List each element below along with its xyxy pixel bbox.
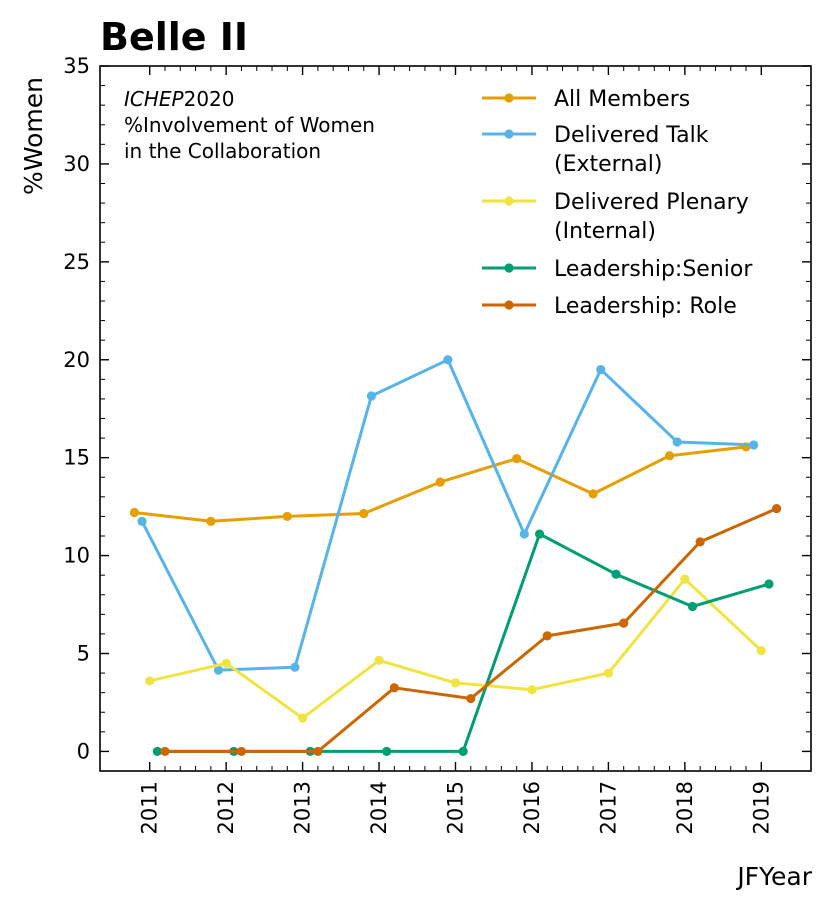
legend-marker xyxy=(504,263,514,273)
legend-label: Delivered Plenary xyxy=(554,190,749,215)
x-tick-label: 2013 xyxy=(291,781,315,834)
series-line xyxy=(140,358,754,672)
data-point xyxy=(527,685,537,695)
legend-item: Delivered Plenary (Internal) xyxy=(482,190,749,244)
legend-label: All Members xyxy=(554,87,690,112)
y-tick-label: 30 xyxy=(63,152,90,176)
data-point xyxy=(603,668,614,678)
data-point xyxy=(596,364,606,375)
legend-label: (External) xyxy=(554,152,662,177)
data-point xyxy=(664,451,675,461)
data-point xyxy=(756,645,766,656)
data-point xyxy=(588,489,598,499)
legend-marker xyxy=(504,300,514,310)
data-point xyxy=(771,503,782,514)
legend-label: Leadership: Role xyxy=(554,294,737,319)
data-point xyxy=(374,655,384,665)
data-point xyxy=(382,746,392,757)
data-point xyxy=(129,507,140,518)
x-tick-label: 2014 xyxy=(367,781,391,834)
chart-title: Belle II xyxy=(100,15,248,59)
series-2 xyxy=(145,574,766,723)
data-point xyxy=(542,631,552,641)
data-point xyxy=(687,601,698,612)
x-tick-label: 2012 xyxy=(214,781,238,834)
annotation-line3: in the Collaboration xyxy=(124,139,321,163)
y-tick-label: 0 xyxy=(77,739,90,763)
data-point xyxy=(466,693,476,704)
data-point xyxy=(137,516,147,526)
data-point xyxy=(145,676,155,686)
x-tick-label: 2011 xyxy=(138,781,162,834)
legend-item: All Members xyxy=(482,87,690,112)
series-1 xyxy=(137,355,759,675)
data-point xyxy=(206,516,216,526)
legend-marker xyxy=(504,129,514,139)
annotation-block: ICHEP2020 %Involvement of Women in the C… xyxy=(124,87,381,163)
data-point xyxy=(389,683,399,693)
data-point xyxy=(282,511,292,522)
legend-label: Leadership:Senior xyxy=(554,257,753,282)
series-line xyxy=(165,507,778,753)
data-point xyxy=(435,477,445,487)
legend-label: Delivered Talk xyxy=(554,123,709,148)
data-point xyxy=(366,391,377,401)
data-point xyxy=(519,529,529,539)
data-point xyxy=(236,746,247,757)
y-tick-label: 25 xyxy=(63,250,90,274)
series-0 xyxy=(129,442,751,526)
data-point xyxy=(534,529,545,539)
data-point xyxy=(290,662,300,672)
x-tick-label: 2018 xyxy=(673,781,697,834)
y-axis-label: %Women xyxy=(19,77,48,195)
data-point xyxy=(221,658,231,668)
data-point xyxy=(213,665,224,675)
legend-label: (Internal) xyxy=(554,219,656,244)
x-tick-label: 2016 xyxy=(520,781,544,834)
data-point xyxy=(297,713,308,723)
data-point xyxy=(619,618,629,628)
y-tick-label: 20 xyxy=(63,348,90,372)
data-point xyxy=(680,574,690,584)
legend-item: Leadership:Senior xyxy=(482,257,753,282)
data-point xyxy=(695,537,705,547)
data-point xyxy=(160,746,170,757)
data-point xyxy=(359,508,369,519)
data-point xyxy=(611,569,621,579)
data-point xyxy=(450,678,461,688)
annotation-line1-italic: ICHEP xyxy=(124,87,185,111)
data-point xyxy=(443,355,453,365)
data-point xyxy=(313,746,323,757)
data-point xyxy=(749,440,759,450)
plot-frame xyxy=(99,65,812,772)
y-tick-label: 10 xyxy=(63,544,90,568)
legend-item: Leadership: Role xyxy=(482,294,737,319)
annotation-line1-rest: 2020 xyxy=(184,87,235,111)
data-point xyxy=(458,746,468,757)
y-tick-label: 35 xyxy=(63,54,90,78)
series-4 xyxy=(160,503,782,757)
x-tick-label: 2017 xyxy=(596,781,620,834)
legend-marker xyxy=(504,196,514,206)
y-tick-label: 5 xyxy=(77,642,90,666)
data-point xyxy=(672,437,682,447)
data-point xyxy=(512,454,522,464)
y-tick-label: 15 xyxy=(63,446,90,470)
x-tick-label: 2019 xyxy=(749,781,773,834)
legend-item: Delivered Talk (External) xyxy=(482,123,709,177)
data-point xyxy=(764,579,774,589)
x-axis-label: JFYear xyxy=(735,862,812,891)
data-point xyxy=(152,746,162,757)
x-tick-label: 2015 xyxy=(444,781,468,834)
annotation-line2: %Involvement of Women xyxy=(124,113,375,137)
legend-marker xyxy=(504,93,514,103)
